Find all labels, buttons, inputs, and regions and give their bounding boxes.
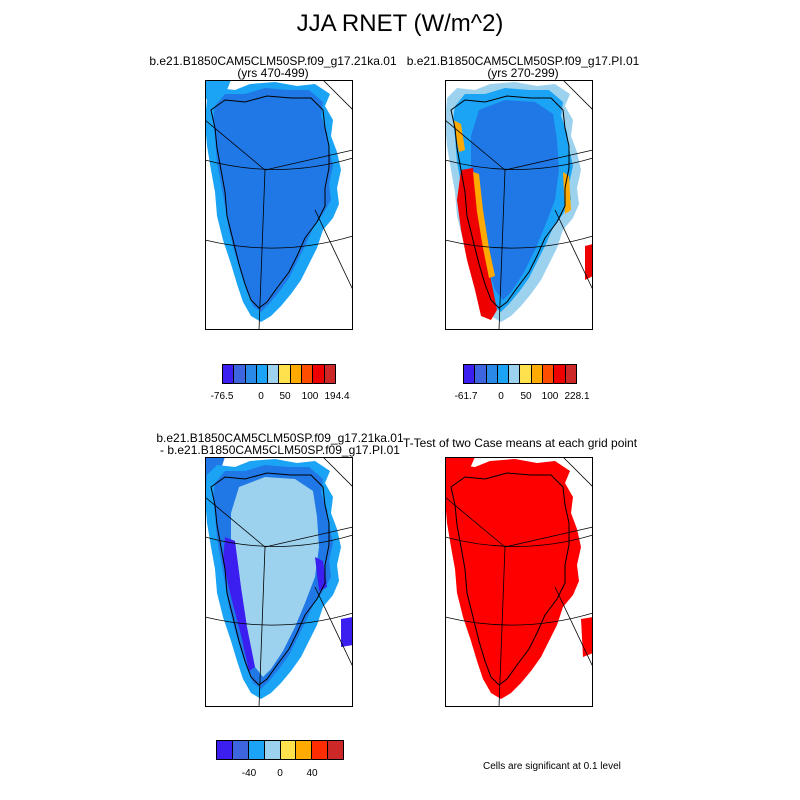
cb1-swatch-4 bbox=[268, 365, 280, 383]
cb2-swatch-6 bbox=[531, 365, 544, 383]
cb2-swatch-5 bbox=[520, 365, 532, 383]
panel-1-title-line1: b.e21.B1850CAM5CLM50SP.f09_g17.21ka.01 bbox=[149, 54, 397, 68]
colorbar-1 bbox=[222, 364, 336, 384]
cb1-swatch-6 bbox=[290, 365, 303, 383]
cb3-swatch-3 bbox=[264, 741, 281, 759]
colorbar-2-label-max: 228.1 bbox=[564, 391, 590, 402]
colorbar-1-label-50: 50 bbox=[279, 391, 291, 402]
cb1-swatch-5 bbox=[279, 365, 291, 383]
cb1-swatch-1 bbox=[234, 365, 246, 383]
panel-3-title-line1: b.e21.B1850CAM5CLM50SP.f09_g17.21ka.01 bbox=[156, 431, 404, 445]
map-panel-1 bbox=[205, 80, 353, 330]
panel-1-title-line2: (yrs 470-499) bbox=[237, 66, 309, 80]
cb3-swatch-5 bbox=[296, 741, 313, 759]
significance-note: Cells are significant at 0.1 level bbox=[483, 761, 621, 772]
cb3-swatch-6 bbox=[312, 741, 329, 759]
cb1-swatch-2 bbox=[245, 365, 257, 383]
panel-2-title: b.e21.B1850CAM5CLM50SP.f09_g17.PI.01 (yr… bbox=[393, 55, 653, 79]
colorbar-2-label-min: -61.7 bbox=[454, 391, 478, 402]
cb3-swatch-0 bbox=[217, 741, 233, 759]
cb2-swatch-2 bbox=[486, 365, 498, 383]
cb1-swatch-3 bbox=[256, 365, 269, 383]
panel-1-title: b.e21.B1850CAM5CLM50SP.f09_g17.21ka.01 (… bbox=[143, 55, 403, 79]
panel-4-title: T-Test of two Case means at each grid po… bbox=[390, 437, 650, 449]
panel-2-title-line2: (yrs 270-299) bbox=[487, 66, 559, 80]
colorbar-2-label-100: 100 bbox=[541, 391, 559, 402]
cb3-swatch-7 bbox=[328, 741, 343, 759]
panel-2-title-line1: b.e21.B1850CAM5CLM50SP.f09_g17.PI.01 bbox=[406, 54, 640, 68]
colorbar-2-label-zero: 0 bbox=[498, 391, 504, 402]
colorbar-3 bbox=[216, 740, 344, 760]
map-panel-2 bbox=[445, 80, 593, 330]
cb2-swatch-0 bbox=[464, 365, 476, 383]
colorbar-3-label-min: -40 bbox=[241, 768, 257, 779]
cb3-swatch-4 bbox=[280, 741, 297, 759]
colorbar-3-label-zero: 0 bbox=[277, 768, 283, 779]
colorbar-2 bbox=[463, 364, 577, 384]
figure-title: JJA RNET (W/m^2) bbox=[296, 10, 504, 37]
cb1-swatch-0 bbox=[223, 365, 235, 383]
colorbar-1-label-zero: 0 bbox=[258, 391, 264, 402]
colorbar-1-label-100: 100 bbox=[301, 391, 319, 402]
panel-3-title-line2: - b.e21.B1850CAM5CLM50SP.f09_g17.PI.01 bbox=[160, 443, 400, 457]
cb2-swatch-1 bbox=[475, 365, 487, 383]
colorbar-2-label-50: 50 bbox=[520, 391, 532, 402]
panel-4-title-line1: T-Test of two Case means at each grid po… bbox=[402, 436, 638, 450]
map-panel-4 bbox=[445, 457, 593, 707]
cb3-swatch-1 bbox=[232, 741, 249, 759]
panel-3-title: b.e21.B1850CAM5CLM50SP.f09_g17.21ka.01 -… bbox=[150, 432, 410, 456]
colorbar-1-label-max: 194.4 bbox=[324, 391, 350, 402]
cb3-swatch-2 bbox=[248, 741, 265, 759]
cb2-swatch-4 bbox=[509, 365, 521, 383]
cb2-swatch-9 bbox=[565, 365, 576, 383]
cb2-swatch-3 bbox=[497, 365, 510, 383]
cb2-swatch-8 bbox=[554, 365, 566, 383]
cb1-swatch-9 bbox=[324, 365, 335, 383]
colorbar-3-label-max: 40 bbox=[306, 768, 318, 779]
map-panel-3 bbox=[205, 457, 353, 707]
cb2-swatch-7 bbox=[543, 365, 555, 383]
cb1-swatch-8 bbox=[313, 365, 325, 383]
colorbar-1-label-min: -76.5 bbox=[210, 391, 234, 402]
cb1-swatch-7 bbox=[302, 365, 314, 383]
